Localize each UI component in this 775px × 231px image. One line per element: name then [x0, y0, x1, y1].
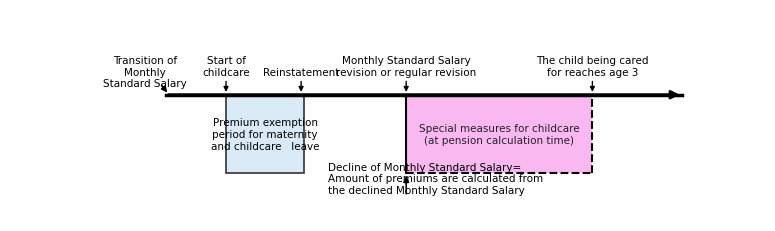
Text: The child being cared
for reaches age 3: The child being cared for reaches age 3 [536, 56, 649, 78]
Text: Start of
childcare: Start of childcare [202, 56, 250, 78]
Text: Reinstatement: Reinstatement [263, 67, 339, 78]
Bar [226, 95, 304, 173]
Text: Premium exemption
period for maternity
and childcare   leave: Premium exemption period for maternity a… [211, 118, 319, 151]
Text: Decline of Monthly Standard Salary=
Amount of premiums are calculated from
the d: Decline of Monthly Standard Salary= Amou… [328, 162, 543, 195]
Bar [406, 95, 592, 173]
Text: Monthly Standard Salary
revision or regular revision: Monthly Standard Salary revision or regu… [336, 56, 477, 78]
Text: Transition of
Monthly
Standard Salary: Transition of Monthly Standard Salary [103, 56, 187, 89]
Text: Special measures for childcare
(at pension calculation time): Special measures for childcare (at pensi… [419, 124, 580, 145]
